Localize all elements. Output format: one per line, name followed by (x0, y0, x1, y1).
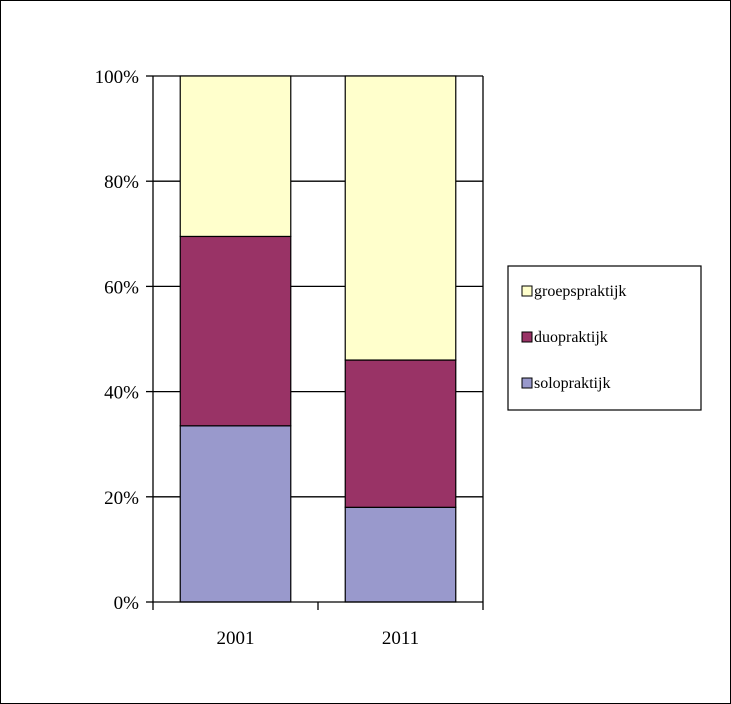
bars (179, 75, 457, 603)
x-tick-label: 2011 (382, 628, 419, 649)
legend-swatch-duopraktijk (521, 331, 533, 343)
y-tick-label: 20% (104, 488, 139, 509)
y-tick-label: 80% (104, 172, 139, 193)
legend-swatch-solopraktijk (521, 377, 533, 389)
legend-label-solopraktijk: solopraktijk (534, 375, 610, 392)
legend-label-duopraktijk: duopraktijk (534, 329, 608, 346)
bar-segment-solopraktijk-2011 (344, 506, 457, 603)
legend-box (507, 265, 702, 411)
y-tick-label: 60% (104, 277, 139, 298)
bar-segment-groepspraktijk-2011 (344, 75, 457, 361)
legend-label-groepspraktijk: groepspraktijk (534, 283, 626, 300)
x-tick-label: 2001 (217, 628, 255, 649)
bar-segment-solopraktijk-2001 (179, 425, 292, 603)
bar-segment-groepspraktijk-2001 (179, 75, 292, 238)
axes (146, 75, 484, 610)
x-tick-labels: 2001 2011 (217, 628, 420, 649)
legend-swatch-groepspraktijk (521, 285, 533, 297)
y-tick-label: 100% (95, 67, 140, 88)
y-tick-labels: 0% 20% 40% 60% 80% 100% (95, 67, 140, 614)
legend: groepspraktijk duopraktijk solopraktijk (507, 265, 702, 411)
y-tick-label: 40% (104, 383, 139, 404)
y-tick-label: 0% (114, 593, 140, 614)
bar-segment-duopraktijk-2001 (179, 235, 292, 427)
bar-segment-duopraktijk-2011 (344, 359, 457, 508)
